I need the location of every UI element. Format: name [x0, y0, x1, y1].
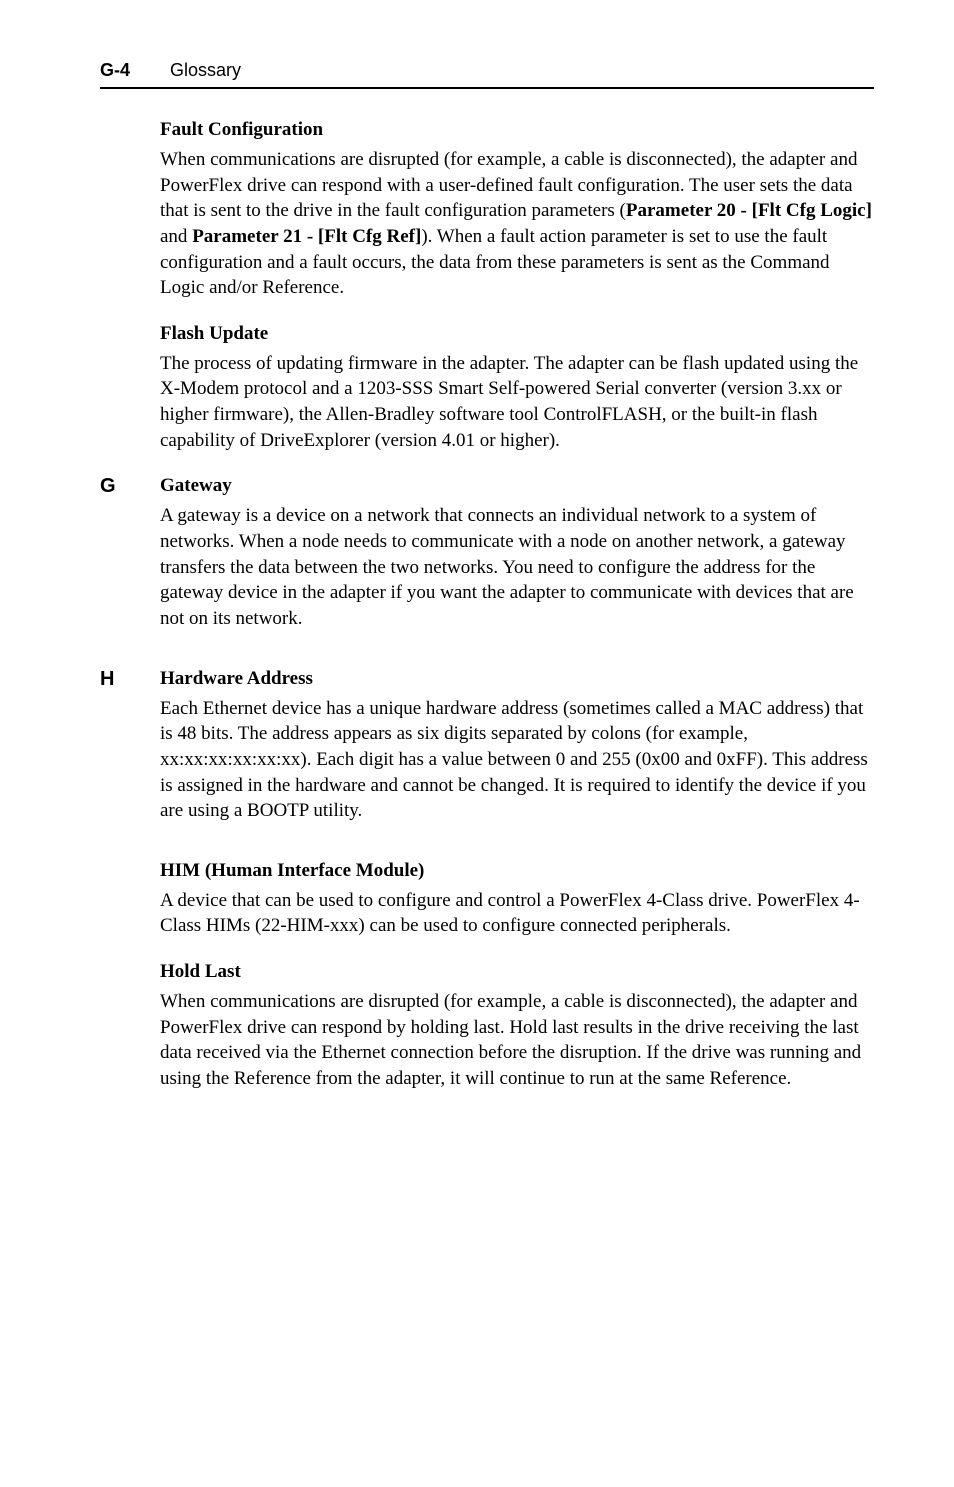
header-title: Glossary — [170, 60, 241, 81]
page-header: G-4 Glossary — [100, 60, 874, 89]
glossary-entry: Fault Configuration When communications … — [160, 119, 874, 301]
glossary-entry: Hardware Address Each Ethernet device ha… — [160, 668, 874, 838]
glossary-section: H Hardware Address Each Ethernet device … — [100, 668, 874, 838]
glossary-section: G Gateway A gateway is a device on a net… — [100, 475, 874, 645]
term-body: The process of updating firmware in the … — [160, 351, 874, 454]
term-body: Each Ethernet device has a unique hardwa… — [160, 696, 874, 824]
term-body: A gateway is a device on a network that … — [160, 503, 874, 631]
section-letter: G — [100, 475, 160, 498]
term-body: A device that can be used to configure a… — [160, 888, 874, 939]
glossary-entry: Hold Last When communications are disrup… — [160, 961, 874, 1092]
term-heading: Hold Last — [160, 961, 874, 983]
glossary-entry: Gateway A gateway is a device on a netwo… — [160, 475, 874, 645]
page-container: G-4 Glossary Fault Configuration When co… — [0, 0, 954, 1166]
term-heading: Gateway — [160, 475, 874, 497]
term-body: When communications are disrupted (for e… — [160, 147, 874, 301]
term-body: When communications are disrupted (for e… — [160, 989, 874, 1092]
glossary-entry: HIM (Human Interface Module) A device th… — [160, 860, 874, 939]
page-number: G-4 — [100, 60, 130, 81]
glossary-entry: Flash Update The process of updating fir… — [160, 323, 874, 454]
term-heading: Flash Update — [160, 323, 874, 345]
section-letter: H — [100, 668, 160, 691]
term-heading: Fault Configuration — [160, 119, 874, 141]
term-heading: Hardware Address — [160, 668, 874, 690]
term-heading: HIM (Human Interface Module) — [160, 860, 874, 882]
